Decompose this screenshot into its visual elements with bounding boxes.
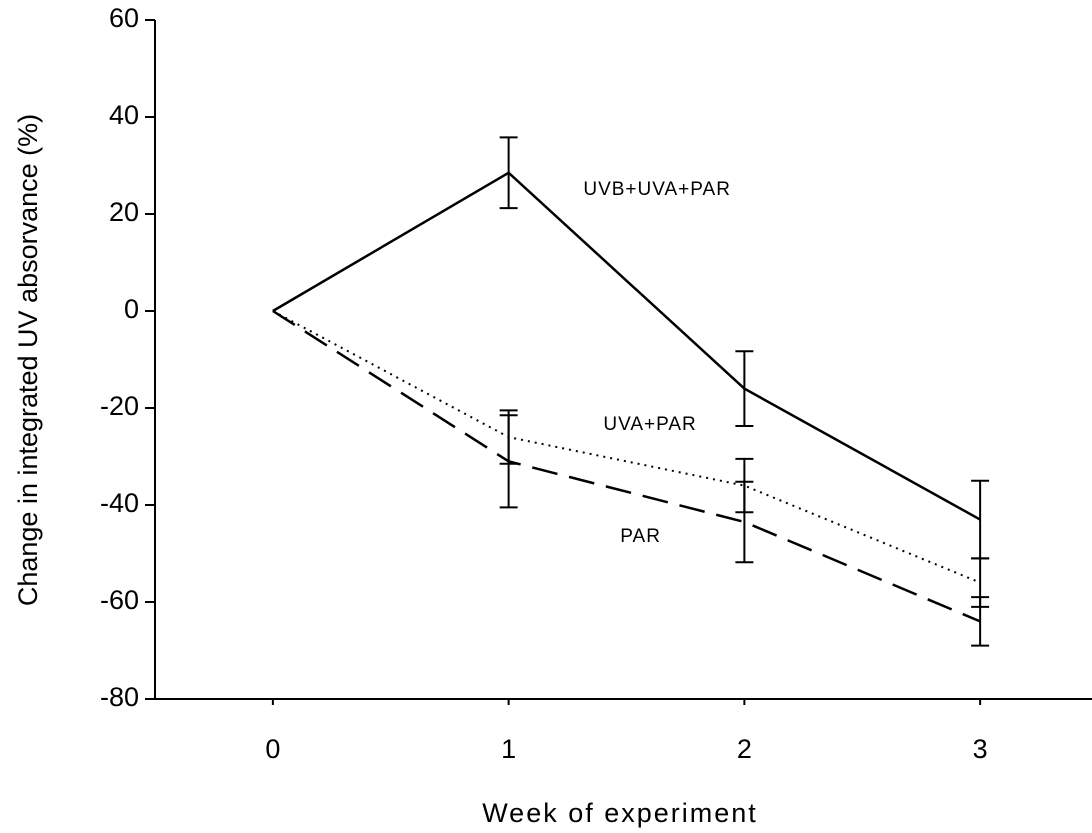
- y-tick-label: 60: [109, 3, 139, 33]
- y-tick-label: -60: [100, 585, 139, 615]
- x-tick-label: 3: [973, 734, 988, 764]
- y-tick-label: 20: [109, 197, 139, 227]
- error-bar: [971, 596, 990, 647]
- y-tick-label: -80: [100, 682, 139, 712]
- y-tick-label: 40: [109, 100, 139, 130]
- y-tick-label: 0: [124, 294, 139, 324]
- x-axis-label: Week of experiment: [482, 798, 758, 828]
- x-tick-label: 2: [737, 734, 752, 764]
- error-bar: [499, 136, 518, 210]
- series-label: PAR: [620, 526, 661, 547]
- series-line: [272, 171, 981, 521]
- error-bar: [499, 414, 518, 509]
- error-bar: [735, 350, 754, 427]
- series-line: [272, 309, 981, 623]
- y-tick-label: -20: [100, 391, 139, 421]
- error-bar: [735, 480, 754, 564]
- y-axis-label: Change in integrated UV absorvance (%): [13, 114, 43, 606]
- series-label: UVB+UVA+PAR: [583, 179, 731, 200]
- series-line: [272, 310, 981, 584]
- error-bar: [971, 479, 990, 560]
- x-tick-label: 1: [501, 734, 516, 764]
- y-tick-label: -40: [100, 488, 139, 518]
- x-tick-label: 0: [265, 734, 280, 764]
- series-label: UVA+PAR: [603, 414, 696, 435]
